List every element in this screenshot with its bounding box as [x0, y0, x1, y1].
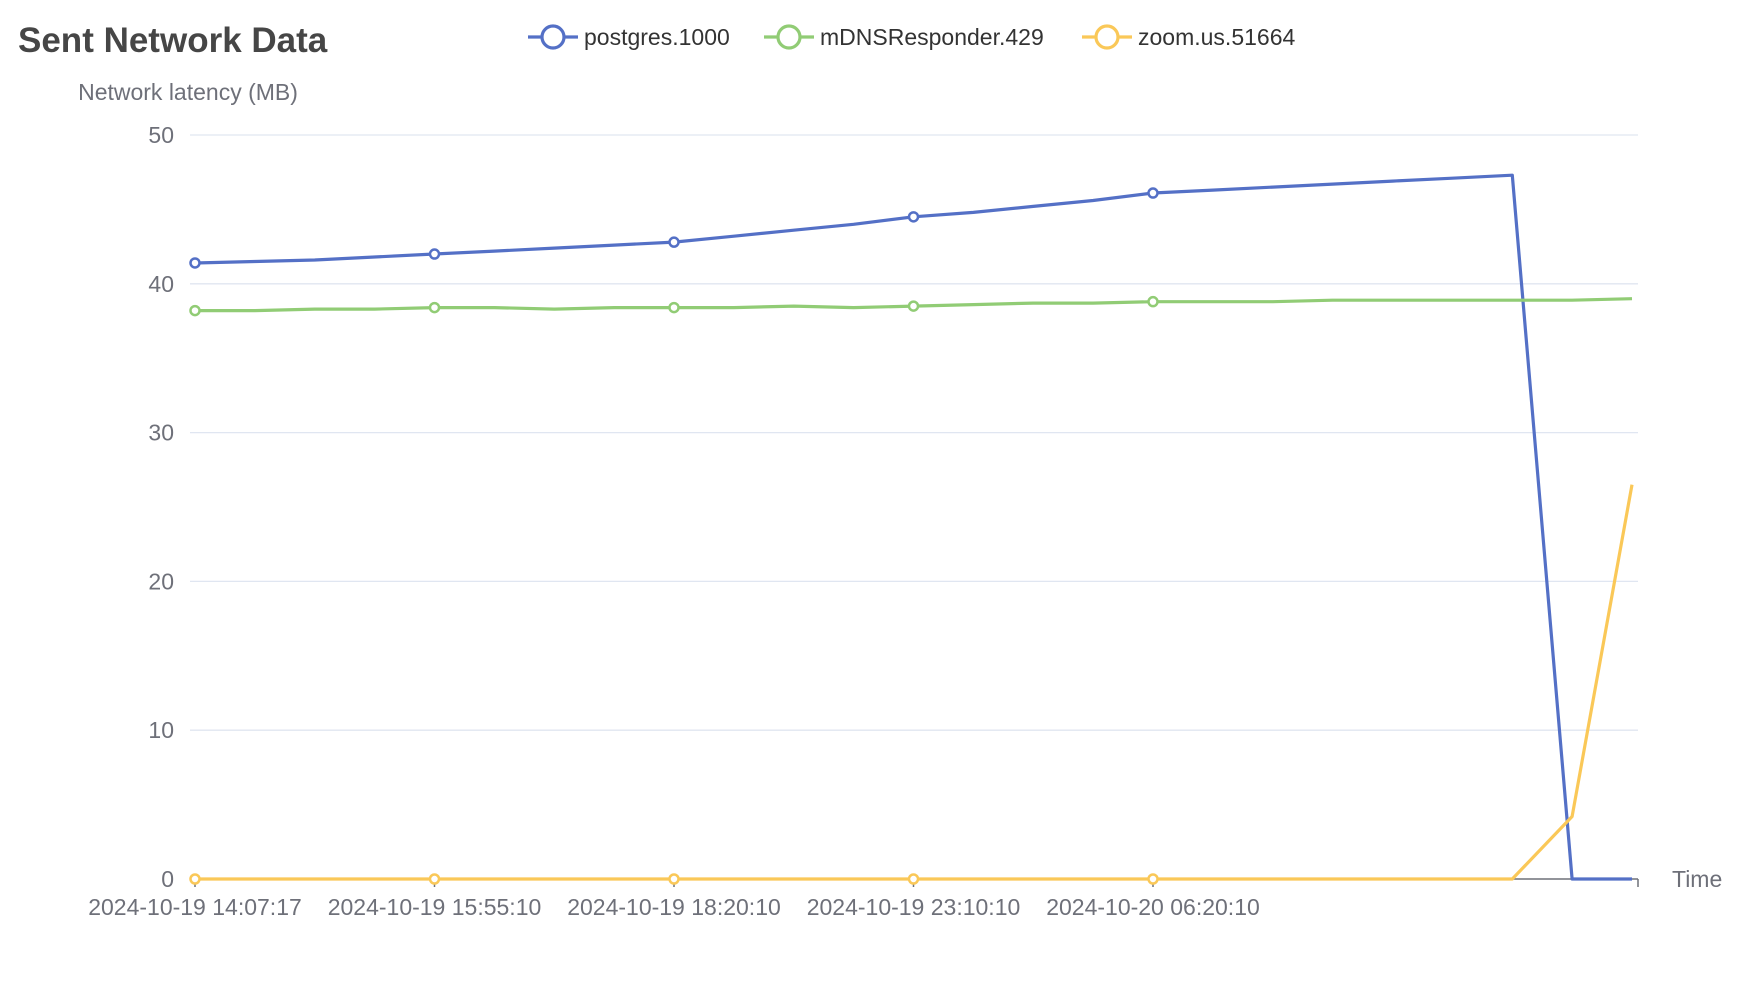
- legend-item[interactable]: zoom.us.51664: [1082, 24, 1295, 50]
- data-point[interactable]: [907, 300, 920, 312]
- y-tick-label: 30: [148, 420, 174, 446]
- data-point[interactable]: [189, 257, 201, 269]
- legend-item[interactable]: postgres.1000: [528, 24, 730, 50]
- x-tick-label: 2024-10-19 18:20:10: [567, 894, 781, 920]
- legend: postgres.1000 mDNSResponder.429 zoom.us.51…: [528, 24, 1295, 50]
- legend-label: postgres.1000: [584, 24, 730, 50]
- legend-marker: [540, 24, 566, 50]
- data-point[interactable]: [1147, 187, 1159, 199]
- y-axis-label: Network latency (MB): [78, 79, 298, 105]
- y-tick-label: 40: [148, 271, 174, 297]
- legend-item[interactable]: mDNSResponder.429: [764, 24, 1044, 50]
- y-axis-ticks: 0 10 20 30 40 50: [148, 122, 174, 892]
- y-tick-label: 20: [148, 568, 174, 594]
- x-tick-label: 2024-10-19 15:55:10: [328, 894, 542, 920]
- y-tick-label: 0: [161, 866, 174, 892]
- data-point[interactable]: [907, 873, 920, 885]
- data-point[interactable]: [189, 873, 201, 885]
- y-tick-label: 50: [148, 122, 174, 148]
- data-point[interactable]: [1147, 295, 1159, 308]
- series-line: [194, 173, 1632, 881]
- data-point[interactable]: [668, 236, 680, 248]
- data-point[interactable]: [907, 211, 920, 223]
- series-line: [195, 484, 1634, 881]
- series-postgres.1000: [189, 173, 1632, 881]
- y-tick-label: 10: [148, 717, 174, 743]
- legend-marker: [776, 24, 802, 50]
- legend-label: zoom.us.51664: [1138, 24, 1295, 50]
- data-point[interactable]: [428, 248, 441, 260]
- chart-title: Sent Network Data: [18, 21, 328, 60]
- data-point[interactable]: [428, 301, 441, 314]
- grid-lines: [190, 134, 1638, 731]
- series-zoom.us.51664: [189, 484, 1634, 885]
- x-axis-label: Time: [1672, 866, 1722, 892]
- legend-label: mDNSResponder.429: [820, 24, 1044, 50]
- data-point[interactable]: [428, 873, 441, 885]
- series-mDNSResponder.429: [189, 295, 1633, 317]
- data-point[interactable]: [668, 873, 680, 885]
- x-tick-label: 2024-10-19 14:07:17: [88, 894, 302, 920]
- data-point[interactable]: [668, 301, 680, 314]
- x-tick-label: 2024-10-20 06:20:10: [1046, 894, 1260, 920]
- legend-marker: [1094, 24, 1120, 50]
- series-lines: [189, 173, 1634, 885]
- data-point[interactable]: [189, 304, 201, 317]
- x-axis: 2024-10-19 14:07:17 2024-10-19 15:55:10 20…: [88, 878, 1639, 920]
- data-point[interactable]: [1147, 873, 1159, 885]
- x-tick-label: 2024-10-19 23:10:10: [807, 894, 1021, 920]
